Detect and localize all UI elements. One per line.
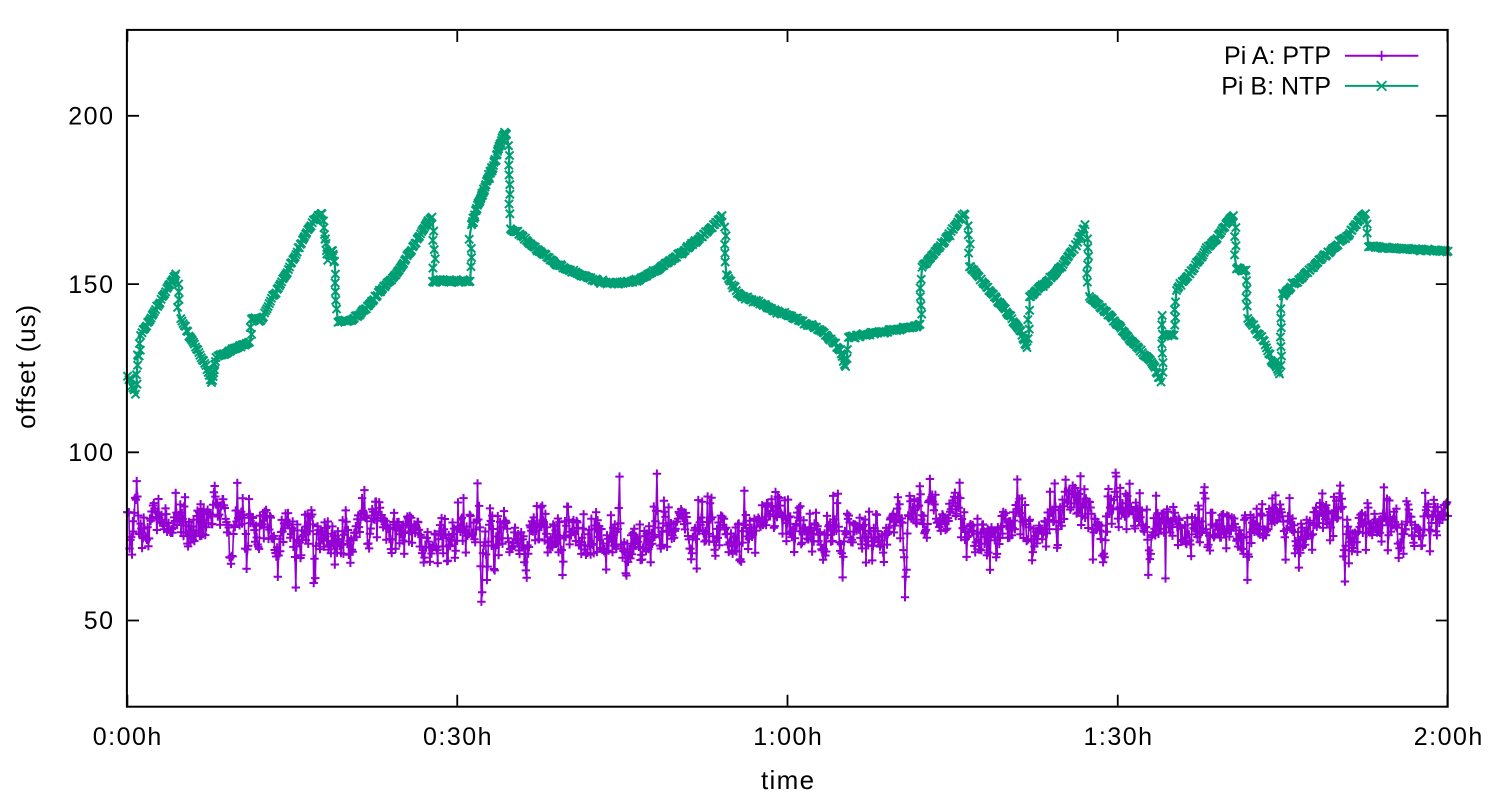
svg-text:0:30h: 0:30h (423, 723, 493, 751)
svg-text:Pi A: PTP: Pi A: PTP (1224, 42, 1331, 70)
svg-text:Pi B: NTP: Pi B: NTP (1221, 72, 1331, 100)
svg-text:time: time (761, 765, 815, 795)
svg-text:offset (us): offset (us) (11, 304, 41, 429)
svg-text:1:00h: 1:00h (753, 723, 823, 751)
svg-text:200: 200 (68, 103, 114, 131)
svg-text:0:00h: 0:00h (93, 723, 163, 751)
svg-text:50: 50 (84, 607, 115, 635)
svg-text:150: 150 (68, 271, 114, 299)
svg-text:100: 100 (68, 439, 114, 467)
svg-text:2:00h: 2:00h (1414, 723, 1484, 751)
svg-text:1:30h: 1:30h (1083, 723, 1153, 751)
